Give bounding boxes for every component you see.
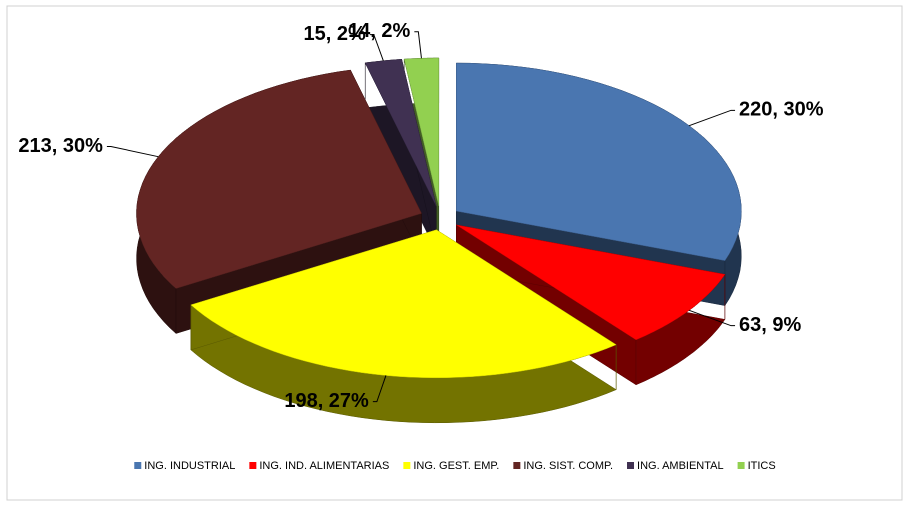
slice: [136, 69, 422, 289]
leader-line: [414, 31, 422, 59]
slice: [456, 224, 726, 341]
pie: [136, 57, 742, 424]
legend-label: ING. AMBIENTAL: [637, 460, 724, 472]
legend-label: ING. SIST. COMP.: [523, 460, 613, 472]
data-label: 63, 9%: [739, 314, 801, 336]
data-label: 15, 2%: [304, 23, 366, 45]
data-label: 220, 30%: [739, 99, 824, 121]
data-label: 198, 27%: [284, 390, 369, 412]
legend-label: ING. GEST. EMP.: [413, 460, 499, 472]
legend-swatch: [737, 462, 745, 469]
leader-line: [369, 34, 384, 61]
slice: [456, 62, 742, 261]
leader-line: [106, 145, 159, 158]
legend-label: ITICS: [748, 460, 776, 472]
legend-label: ING. IND. ALIMENTARIAS: [259, 460, 389, 472]
legend-label: ING. INDUSTRIAL: [144, 460, 235, 472]
slice: [403, 57, 440, 207]
data-label: 213, 30%: [18, 135, 103, 157]
leader-line: [688, 109, 736, 127]
legend: ING. INDUSTRIAL ING. IND. ALIMENTARIAS ING…: [134, 460, 776, 472]
legend-swatch: [513, 462, 521, 469]
data-label: 14, 2%: [348, 20, 410, 42]
legend-swatch: [249, 462, 257, 469]
leader-line: [688, 309, 736, 327]
legend-swatch: [627, 462, 635, 469]
legend-swatch: [134, 462, 142, 469]
leader-line: [372, 375, 387, 403]
legend-swatch: [403, 462, 411, 469]
